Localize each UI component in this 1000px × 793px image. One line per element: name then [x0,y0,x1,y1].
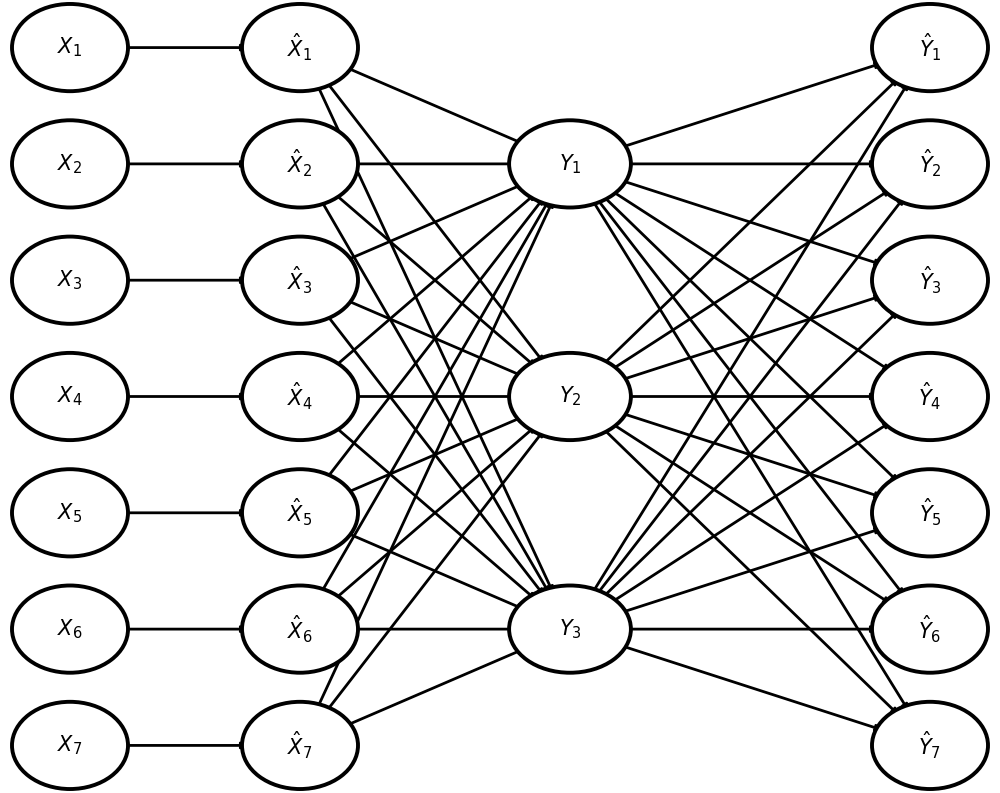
Text: $Y_3$: $Y_3$ [559,617,581,641]
Text: $\hat{X}_1$: $\hat{X}_1$ [287,32,313,63]
Ellipse shape [12,236,128,324]
Ellipse shape [509,121,631,208]
Ellipse shape [12,702,128,789]
Text: $X_4$: $X_4$ [57,385,83,408]
Ellipse shape [242,585,358,672]
Ellipse shape [872,353,988,440]
Text: $Y_2$: $Y_2$ [559,385,581,408]
Ellipse shape [242,702,358,789]
Text: $X_3$: $X_3$ [57,268,83,292]
Text: $X_2$: $X_2$ [57,152,83,176]
Ellipse shape [872,4,988,91]
Ellipse shape [242,121,358,208]
Ellipse shape [242,469,358,557]
Ellipse shape [12,469,128,557]
Text: $\hat{X}_5$: $\hat{X}_5$ [287,497,313,528]
Text: $Y_1$: $Y_1$ [559,152,581,176]
Text: $\hat{X}_3$: $\hat{X}_3$ [287,265,313,296]
Ellipse shape [509,353,631,440]
Text: $\hat{Y}_5$: $\hat{Y}_5$ [919,497,941,528]
Text: $\hat{X}_2$: $\hat{X}_2$ [287,148,313,179]
Ellipse shape [872,236,988,324]
Text: $X_1$: $X_1$ [57,36,83,59]
Text: $\hat{X}_4$: $\hat{X}_4$ [287,381,313,412]
Ellipse shape [242,353,358,440]
Text: $\hat{Y}_7$: $\hat{Y}_7$ [918,730,942,761]
Ellipse shape [872,702,988,789]
Text: $\hat{Y}_1$: $\hat{Y}_1$ [919,32,941,63]
Ellipse shape [242,236,358,324]
Ellipse shape [872,585,988,672]
Text: $\hat{Y}_6$: $\hat{Y}_6$ [918,614,942,645]
Ellipse shape [242,4,358,91]
Text: $X_7$: $X_7$ [57,734,83,757]
Text: $\hat{Y}_2$: $\hat{Y}_2$ [919,148,941,179]
Text: $\hat{X}_6$: $\hat{X}_6$ [287,614,313,645]
Ellipse shape [12,353,128,440]
Ellipse shape [872,121,988,208]
Ellipse shape [12,121,128,208]
Ellipse shape [12,4,128,91]
Ellipse shape [12,585,128,672]
Text: $X_6$: $X_6$ [57,617,83,641]
Ellipse shape [872,469,988,557]
Text: $\hat{X}_7$: $\hat{X}_7$ [287,730,313,761]
Ellipse shape [509,585,631,672]
Text: $\hat{Y}_3$: $\hat{Y}_3$ [919,265,941,296]
Text: $X_5$: $X_5$ [57,501,83,525]
Text: $\hat{Y}_4$: $\hat{Y}_4$ [918,381,942,412]
